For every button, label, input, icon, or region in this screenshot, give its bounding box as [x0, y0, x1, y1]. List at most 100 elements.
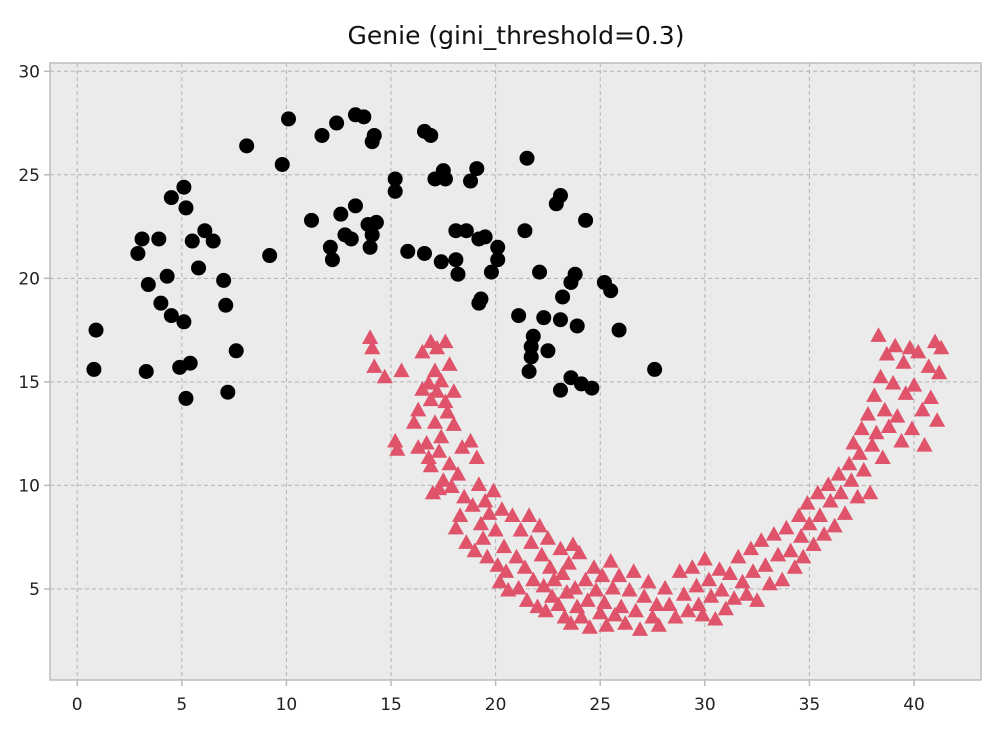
cluster-2-point [845, 435, 862, 450]
cluster-1-point [176, 179, 192, 195]
cluster-2-point [859, 406, 877, 421]
cluster-2-point [793, 528, 810, 543]
cluster-2-point [464, 497, 481, 512]
cluster-1-point [140, 277, 156, 293]
cluster-2-point [855, 461, 872, 477]
cluster-2-point [431, 443, 448, 458]
cluster-1-point [525, 328, 541, 344]
cluster-1-point [130, 245, 146, 261]
cluster-2-point [675, 586, 692, 601]
cluster-1-point [448, 252, 464, 268]
cluster-2-point [435, 472, 452, 487]
cluster-1-point [329, 115, 345, 131]
cluster-2-point [730, 548, 747, 564]
y-tick-label: 25 [18, 166, 40, 186]
cluster-1-point [450, 266, 466, 282]
cluster-2-point [703, 588, 720, 603]
cluster-1-point [387, 171, 403, 187]
cluster-2-point [443, 478, 460, 493]
cluster-2-point [820, 476, 837, 491]
cluster-2-point [786, 559, 803, 574]
cluster-1-point [540, 343, 556, 359]
cluster-2-point [885, 374, 902, 390]
x-tick-label: 35 [799, 695, 821, 715]
cluster-2-point [901, 339, 918, 355]
cluster-2-point [774, 571, 791, 587]
cluster-1-point [458, 223, 474, 239]
cluster-2-point [491, 573, 508, 589]
cluster-2-point [636, 588, 653, 603]
cluster-2-point [437, 333, 454, 349]
cluster-2-point [562, 615, 579, 630]
cluster-1-point [368, 214, 384, 230]
cluster-1-point [86, 361, 102, 377]
cluster-1-point [517, 223, 533, 239]
cluster-1-point [176, 314, 192, 330]
cluster-1-point [205, 233, 221, 249]
cluster-2-point [508, 548, 525, 564]
cluster-2-point [579, 592, 596, 607]
cluster-2-point [721, 565, 738, 580]
cluster-2-point [916, 437, 933, 452]
cluster-2-point [809, 484, 826, 500]
cluster-2-point [489, 557, 506, 572]
cluster-2-point [903, 420, 921, 436]
cluster-2-point [757, 557, 774, 572]
cluster-2-point [454, 439, 471, 454]
cluster-2-point [518, 592, 536, 607]
cluster-2-point [617, 615, 634, 630]
cluster-2-point [405, 414, 423, 429]
cluster-2-point [761, 575, 778, 591]
cluster-1-point [364, 227, 380, 243]
cluster-2-point [822, 492, 839, 508]
cluster-2-point [667, 608, 684, 624]
cluster-2-point [389, 441, 406, 456]
cluster-2-point [895, 354, 912, 369]
cluster-1-point [611, 322, 627, 338]
cluster-2-point [362, 329, 379, 344]
cluster-1-point [552, 188, 568, 204]
cluster-1-point [536, 310, 552, 326]
cluster-2-point [874, 449, 891, 464]
cluster-1-point [423, 127, 439, 143]
cluster-2-point [428, 383, 446, 398]
cluster-2-point [541, 559, 559, 574]
cluster-1-point [366, 127, 382, 143]
cluster-2-point [539, 530, 556, 545]
cluster-2-point [596, 594, 613, 609]
cluster-1-point [153, 295, 169, 311]
cluster-1-point [578, 212, 594, 228]
cluster-2-point [441, 356, 458, 371]
cluster-2-point [477, 492, 494, 508]
y-tick-label: 5 [29, 580, 40, 600]
cluster-2-point [567, 579, 584, 595]
x-tick-label: 30 [694, 695, 716, 715]
axes: 0 5 10 15 20 25 30 35 40 5 10 15 20 25 30 [18, 62, 925, 715]
y-tick-label: 30 [18, 62, 40, 82]
cluster-2-point [481, 505, 498, 520]
cluster-2-point [445, 416, 462, 431]
cluster-2-point [487, 521, 504, 537]
cluster-1-point [584, 380, 600, 396]
cluster-2-point [889, 408, 906, 423]
x-tick-label: 5 [176, 695, 187, 715]
cluster-2-point [876, 401, 893, 417]
cluster-2-point [621, 582, 638, 597]
cluster-2-point [872, 368, 889, 384]
cluster-2-point [433, 372, 450, 388]
cluster-2-point [560, 555, 577, 570]
cluster-1-point [362, 239, 378, 255]
cluster-2-point [449, 466, 467, 481]
cluster-2-point [493, 501, 510, 516]
cluster-1-point [343, 231, 359, 247]
cluster-2-point [753, 532, 770, 547]
x-tick-label: 25 [589, 695, 611, 715]
cluster-1-point [552, 312, 568, 328]
cluster-2-point [537, 602, 554, 618]
cluster-2-point [564, 536, 582, 551]
cluster-2-point [606, 606, 623, 622]
cluster-2-point [627, 602, 644, 618]
cluster-1-point [274, 156, 290, 172]
cluster-2-point [535, 577, 552, 593]
